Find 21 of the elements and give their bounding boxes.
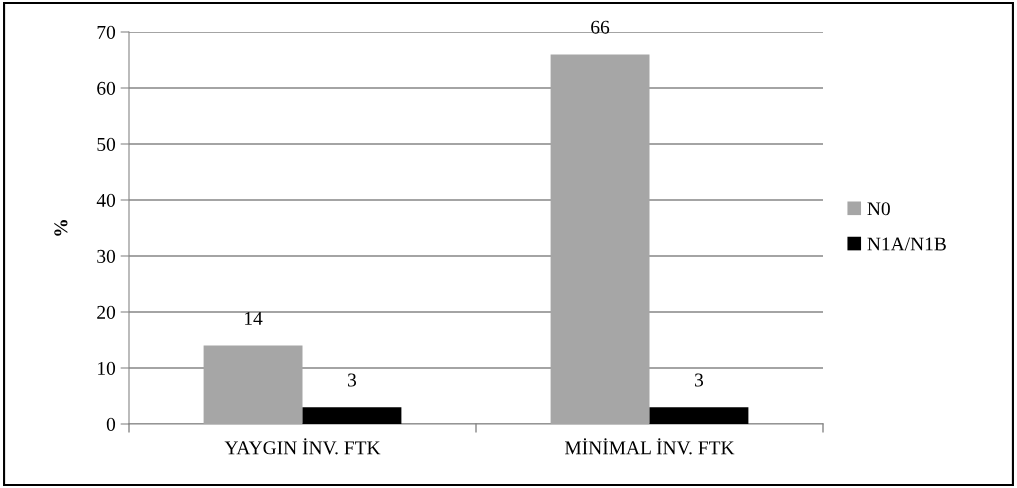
y-tick-label: 40: [96, 193, 116, 207]
y-tick-label: 70: [97, 25, 116, 39]
bar: [649, 407, 749, 424]
data-label: 14: [245, 311, 263, 325]
y-tick-label: 0: [106, 417, 116, 431]
data-label: 3: [348, 373, 357, 387]
y-tick-label: 30: [97, 249, 116, 263]
y-tick-label: 20: [97, 305, 116, 319]
x-tick-label: YAYGIN İNV. FTK: [224, 438, 381, 455]
x-tick-label: MİNİMAL İNV. FTK: [564, 438, 735, 455]
y-tick-label: 10: [98, 361, 116, 375]
bar: [203, 345, 303, 424]
data-label: 3: [695, 373, 704, 387]
legend-label: N0: [867, 202, 890, 216]
data-label: 66: [591, 20, 610, 34]
y-axis-title: %: [54, 220, 68, 236]
bar: [550, 54, 650, 424]
y-tick-label: 60: [97, 81, 116, 95]
bar: [302, 407, 402, 424]
legend-label: N1A/N1B: [867, 237, 946, 251]
y-tick-label: 50: [97, 137, 116, 151]
